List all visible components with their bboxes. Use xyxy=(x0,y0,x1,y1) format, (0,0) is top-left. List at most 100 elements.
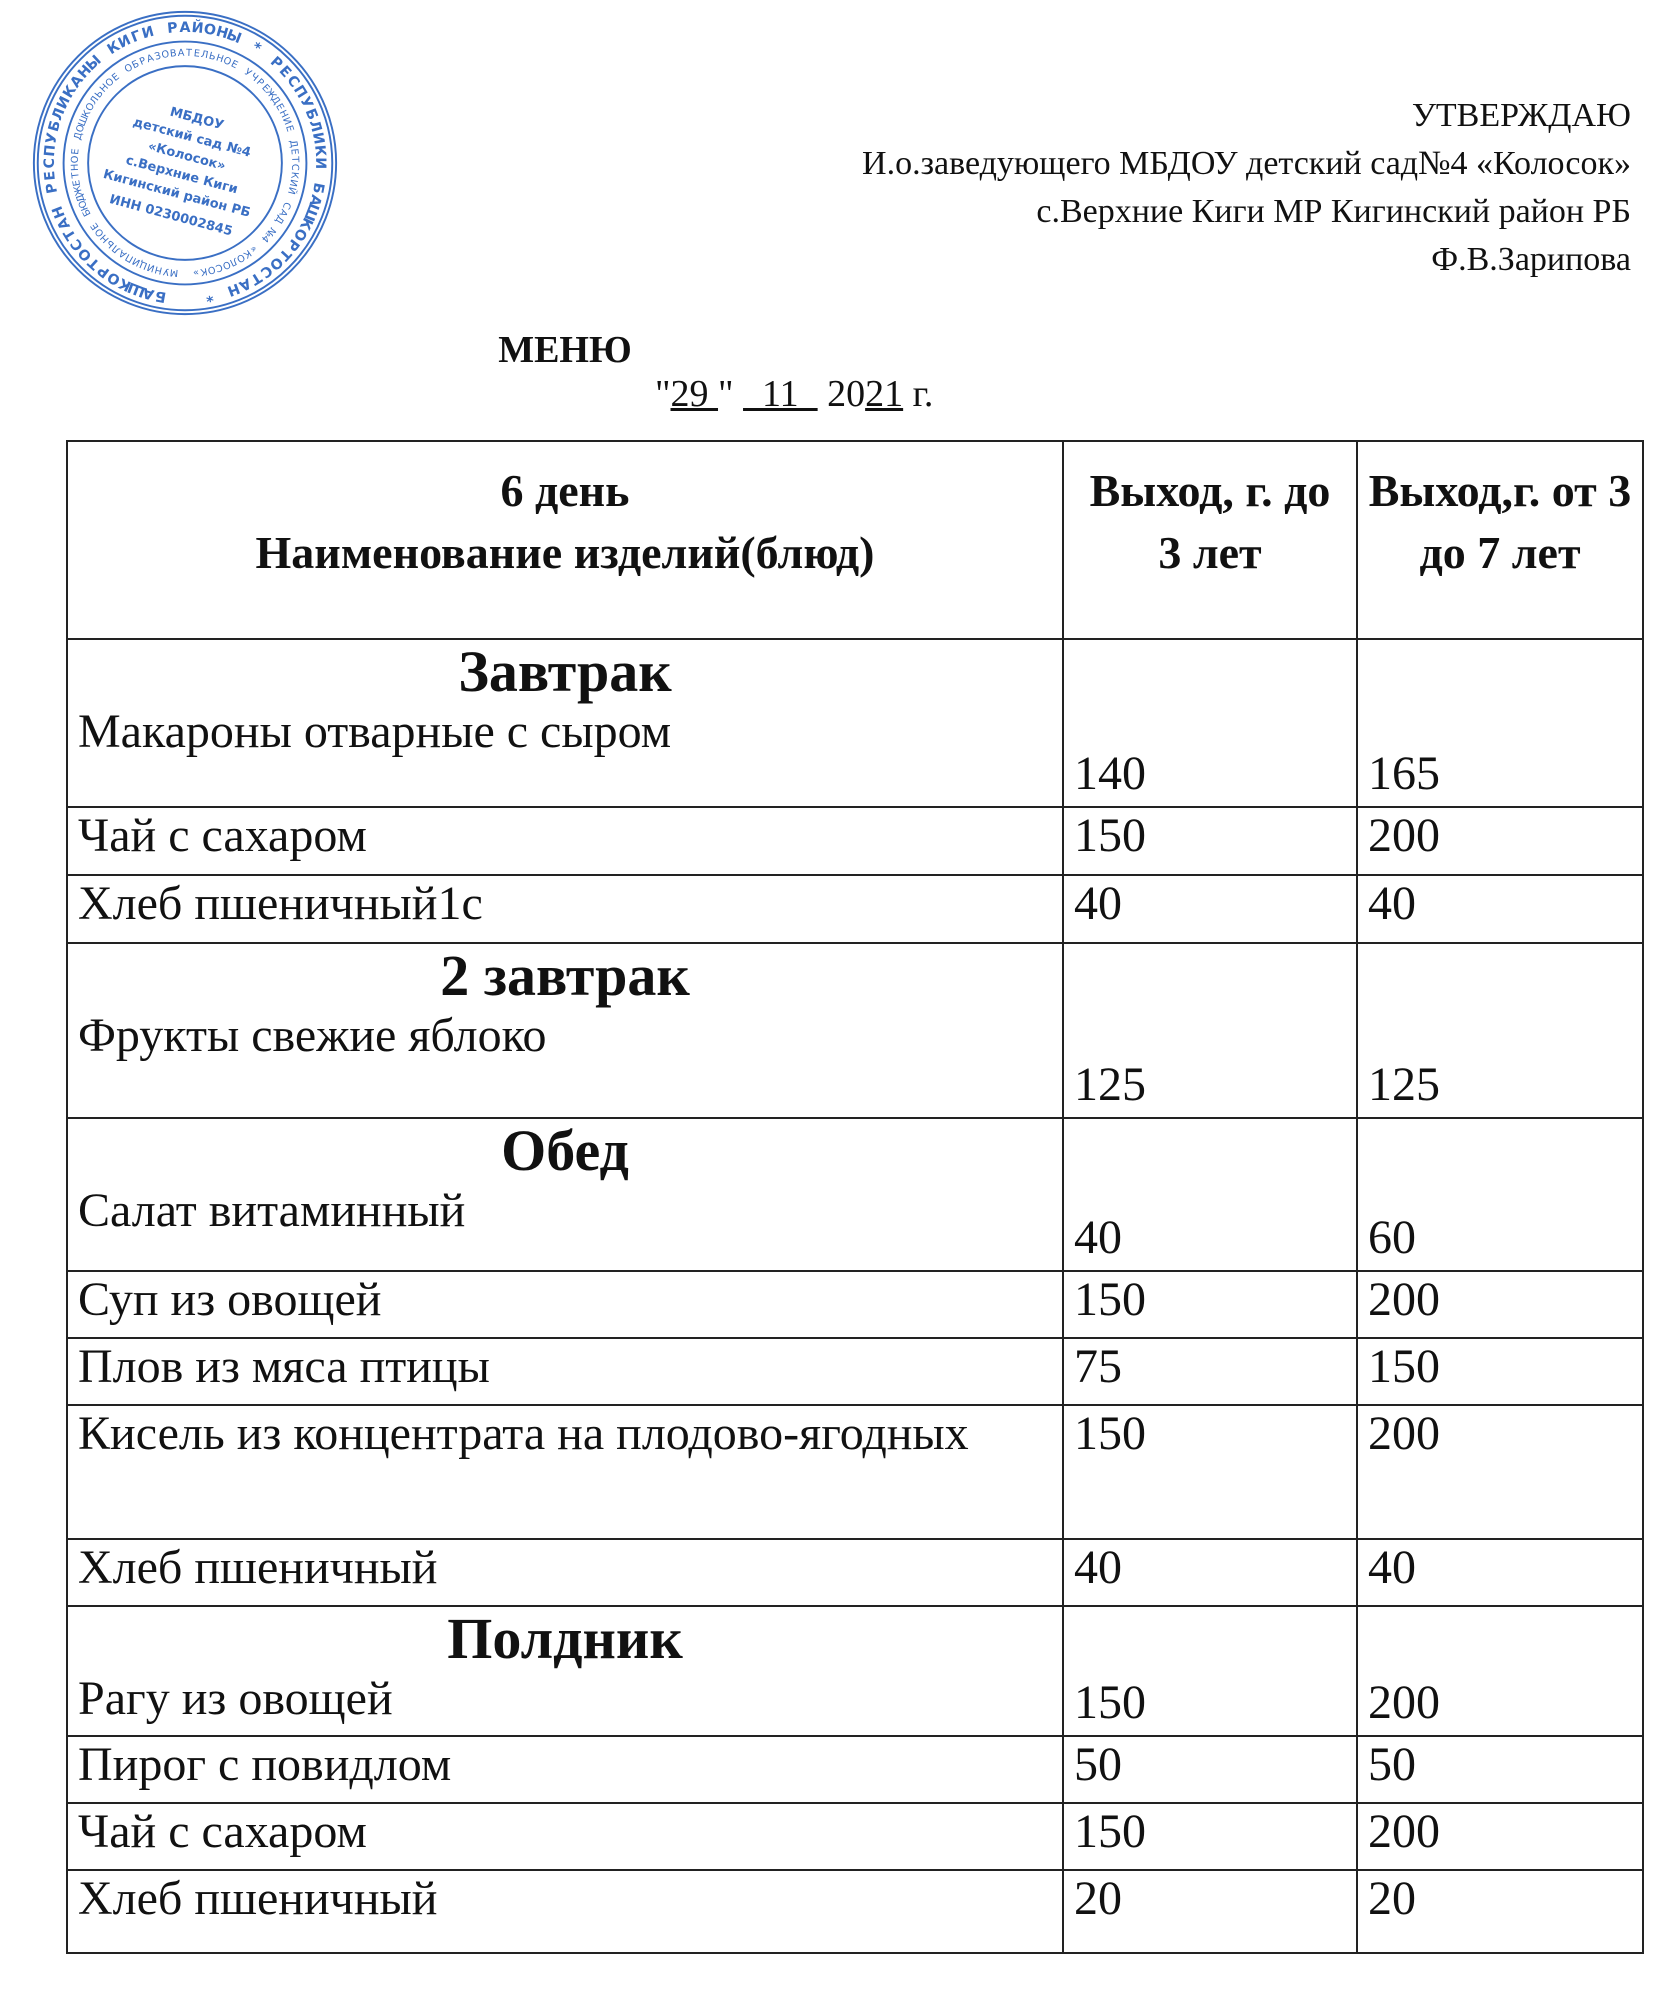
table-row: Обед Салат витаминный 40 60 xyxy=(66,1117,1644,1272)
stamp-glyph: П xyxy=(124,251,136,264)
stamp-glyph: Ю xyxy=(77,198,91,212)
stamp-glyph: И xyxy=(131,255,142,268)
table-row: Хлеб пшеничный1с 40 40 xyxy=(66,874,1644,944)
stamp-glyph: А xyxy=(117,247,129,260)
section-heading: 2 завтрак xyxy=(440,943,690,1008)
stamp-glyph: Л xyxy=(49,106,68,123)
dish-name: Хлеб пшеничный xyxy=(78,1872,438,1925)
stamp-glyph: К xyxy=(241,247,253,260)
yield-under3-cell: 40 xyxy=(1062,874,1358,944)
table-row: Хлеб пшеничный 20 20 xyxy=(66,1869,1644,1954)
stamp-glyph: Н xyxy=(215,53,225,66)
yield-3to7-cell: 150 xyxy=(1356,1337,1644,1406)
stamp-glyph: И xyxy=(280,116,293,127)
yield-3to7-cell: 60 xyxy=(1356,1117,1644,1272)
yield-under3-cell: 50 xyxy=(1062,1735,1358,1804)
stamp-glyph: И xyxy=(287,178,299,187)
table-row: Плов из мяса птицы 75 150 xyxy=(66,1337,1644,1406)
dish-name: Чай с сахаром xyxy=(78,809,367,862)
dish-name: Салат витаминный xyxy=(78,1184,466,1237)
header-dish: 6 день Наименование изделий(блюд) xyxy=(66,440,1064,640)
table-row: Чай с сахаром 150 200 xyxy=(66,1802,1644,1871)
stamp-glyph: О xyxy=(202,21,217,39)
yield-3to7-cell: 20 xyxy=(1356,1869,1644,1954)
stamp-glyph: Б xyxy=(154,287,168,305)
yield-under3-cell: 140 xyxy=(1062,638,1358,808)
table-row: Хлеб пшеничный 40 40 xyxy=(66,1538,1644,1607)
yield-under3-cell: 150 xyxy=(1062,1270,1358,1339)
table-row: Завтрак Макароны отварные с сыром 140 165 xyxy=(66,638,1644,808)
yield-under3-cell: 75 xyxy=(1062,1337,1358,1406)
approval-signatory: Ф.В.Зарипова xyxy=(1431,241,1631,278)
menu-table: 6 день Наименование изделий(блюд) Выход, … xyxy=(66,440,1644,1954)
stamp-glyph: * xyxy=(204,287,215,304)
stamp-glyph: А xyxy=(141,284,156,302)
dish-cell: Хлеб пшеничный xyxy=(66,1538,1064,1607)
stamp-glyph: Ь xyxy=(208,51,217,63)
stamp-glyph: А xyxy=(178,48,185,59)
stamp-glyph: Ы xyxy=(224,27,243,47)
stamp-glyph: О xyxy=(70,155,81,163)
stamp-glyph: С xyxy=(280,200,293,211)
table-row: 2 завтрак Фрукты свежие яблоко 125 125 xyxy=(66,942,1644,1119)
stamp-glyph: О xyxy=(161,49,171,61)
dish-name: Макароны отварные с сыром xyxy=(78,705,672,758)
stamp-glyph: И xyxy=(312,157,328,169)
dish-cell: Кисель из концентрата на плодово-ягодных xyxy=(66,1404,1064,1540)
table-header-row: 6 день Наименование изделий(блюд) Выход, … xyxy=(66,440,1644,640)
dish-cell: Хлеб пшеничный1с xyxy=(66,874,1064,944)
dish-cell: Чай с сахаром xyxy=(66,1802,1064,1871)
dish-cell: 2 завтрак Фрукты свежие яблоко xyxy=(66,942,1064,1119)
stamp-glyph: М xyxy=(169,266,178,278)
stamp-glyph: Ц xyxy=(138,258,150,271)
stamp-glyph: Е xyxy=(273,102,286,113)
stamp-glyph: Д xyxy=(74,192,87,203)
stamp-glyph: Е xyxy=(70,148,82,155)
approval-block: УТВЕРЖДАЮ И.о.заведующего МБДОУ детский … xyxy=(862,92,1631,284)
yield-3to7-cell: 40 xyxy=(1356,1538,1644,1607)
stamp-glyph: А xyxy=(180,20,191,36)
stamp-glyph: Р xyxy=(254,77,266,89)
dish-cell: Пирог с повидлом xyxy=(66,1735,1064,1804)
stamp-glyph: А xyxy=(276,207,289,218)
stamp-glyph: Б xyxy=(302,106,321,122)
dish-name: Хлеб пшеничный xyxy=(78,1541,438,1594)
header-3to7: Выход,г. от 3 до 7 лет xyxy=(1356,440,1644,640)
stamp-glyph: К xyxy=(311,144,328,157)
stamp-glyph: О xyxy=(206,263,216,276)
stamp-glyph: Е xyxy=(42,170,59,181)
stamp-glyph: Р xyxy=(43,181,61,194)
dish-cell: Завтрак Макароны отварные с сыром xyxy=(66,638,1064,808)
yield-under3-cell: 20 xyxy=(1062,1869,1358,1954)
stamp-glyph: « xyxy=(248,243,260,255)
stamp-glyph: К xyxy=(288,171,300,179)
stamp-glyph: У xyxy=(43,131,61,145)
stamp-glyph: » xyxy=(192,266,199,278)
stamp-glyph: С xyxy=(214,261,224,274)
stamp-glyph: Н xyxy=(50,204,69,221)
section-heading: Обед xyxy=(501,1118,629,1183)
stamp-glyph: * xyxy=(249,39,264,57)
header-under3: Выход, г. до 3 лет xyxy=(1062,440,1358,640)
stamp-glyph: Н xyxy=(214,24,230,43)
dish-name: Кисель из концентрата на плодово-ягодных xyxy=(78,1407,969,1460)
yield-3to7-cell: 165 xyxy=(1356,638,1644,808)
stamp-glyph: Л xyxy=(200,49,209,61)
stamp-glyph: Т xyxy=(70,172,82,180)
stamp-glyph: К xyxy=(199,265,208,277)
stamp-glyph: О xyxy=(221,55,233,68)
stamp-glyph: Л xyxy=(306,118,325,134)
yield-3to7-cell: 200 xyxy=(1356,806,1644,876)
dish-cell: Хлеб пшеничный xyxy=(66,1869,1064,1954)
stamp-glyph: Е xyxy=(229,59,239,72)
stamp-glyph: Ш xyxy=(300,201,321,223)
stamp-glyph: Р xyxy=(167,20,179,37)
stamp-glyph: З xyxy=(153,51,162,63)
stamp-glyph: Е xyxy=(288,148,300,155)
dish-cell: Плов из мяса птицы xyxy=(66,1337,1064,1406)
approval-line2: с.Верхние Киги МР Кигинский район РБ xyxy=(1036,193,1631,230)
dish-cell: Суп из овощей xyxy=(66,1270,1064,1339)
stamp-glyph: У xyxy=(162,265,170,277)
table-row: Полдник Рагу из овощей 150 200 xyxy=(66,1605,1644,1737)
